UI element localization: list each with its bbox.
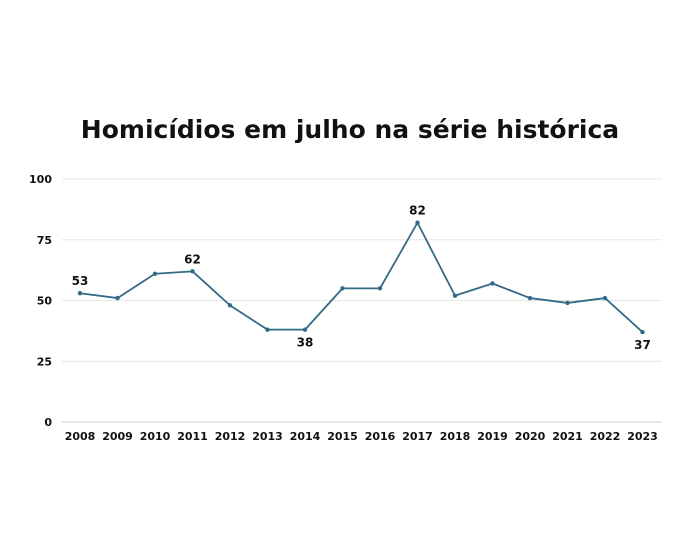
- series: [77, 220, 645, 335]
- x-tick-label: 2012: [215, 430, 246, 443]
- x-tick-label: 2019: [477, 430, 508, 443]
- x-tick-label: 2015: [327, 430, 358, 443]
- gridlines: [62, 178, 662, 362]
- y-tick-label: 75: [37, 234, 52, 247]
- data-labels: 53 62 38 82 37: [72, 204, 651, 352]
- data-point: [115, 295, 120, 301]
- x-tick-label: 2018: [440, 430, 471, 443]
- x-tick-label: 2013: [252, 430, 283, 443]
- data-point: [527, 295, 533, 301]
- data-point: [452, 293, 458, 298]
- x-tick-label: 2011: [177, 430, 208, 443]
- data-label: 38: [297, 336, 314, 350]
- y-tick-label: 100: [29, 173, 52, 186]
- data-point: [152, 271, 158, 276]
- y-tick-label: 25: [37, 355, 52, 368]
- x-tick-label: 2022: [590, 430, 621, 443]
- data-point: [265, 327, 270, 332]
- data-point: [340, 286, 345, 291]
- data-point: [77, 291, 83, 296]
- data-point: [302, 327, 308, 332]
- x-tick-label: 2010: [140, 430, 171, 443]
- data-label: 53: [72, 274, 89, 288]
- x-tick-label: 2014: [290, 430, 321, 443]
- x-axis: 2008 2009 2010 2011 2012 2013 2014 2015 2016 2017…: [62, 421, 662, 443]
- y-tick-label: 50: [37, 295, 53, 308]
- x-tick-label: 2021: [552, 430, 583, 443]
- x-tick-label: 2009: [102, 430, 133, 443]
- data-point: [490, 281, 495, 286]
- data-label: 62: [184, 252, 201, 266]
- data-point: [565, 300, 570, 306]
- chart-title: Homicídios em julho na série histórica: [80, 115, 620, 144]
- x-tick-label: 2008: [65, 430, 96, 443]
- data-label: 37: [634, 338, 651, 352]
- data-point: [227, 303, 233, 308]
- y-tick-label: 0: [44, 416, 52, 429]
- data-point: [190, 269, 195, 274]
- data-point: [602, 295, 608, 301]
- x-tick-label: 2017: [402, 430, 433, 443]
- x-tick-label: 2023: [627, 430, 658, 443]
- data-label: 82: [409, 204, 426, 218]
- x-tick-label: 2020: [515, 430, 546, 443]
- series-line: [79, 221, 644, 333]
- data-point: [415, 220, 420, 225]
- data-point: [640, 329, 645, 335]
- x-tick-label: 2016: [365, 430, 396, 443]
- data-point: [377, 286, 383, 291]
- y-axis: 0 25 50 75 100: [29, 173, 52, 429]
